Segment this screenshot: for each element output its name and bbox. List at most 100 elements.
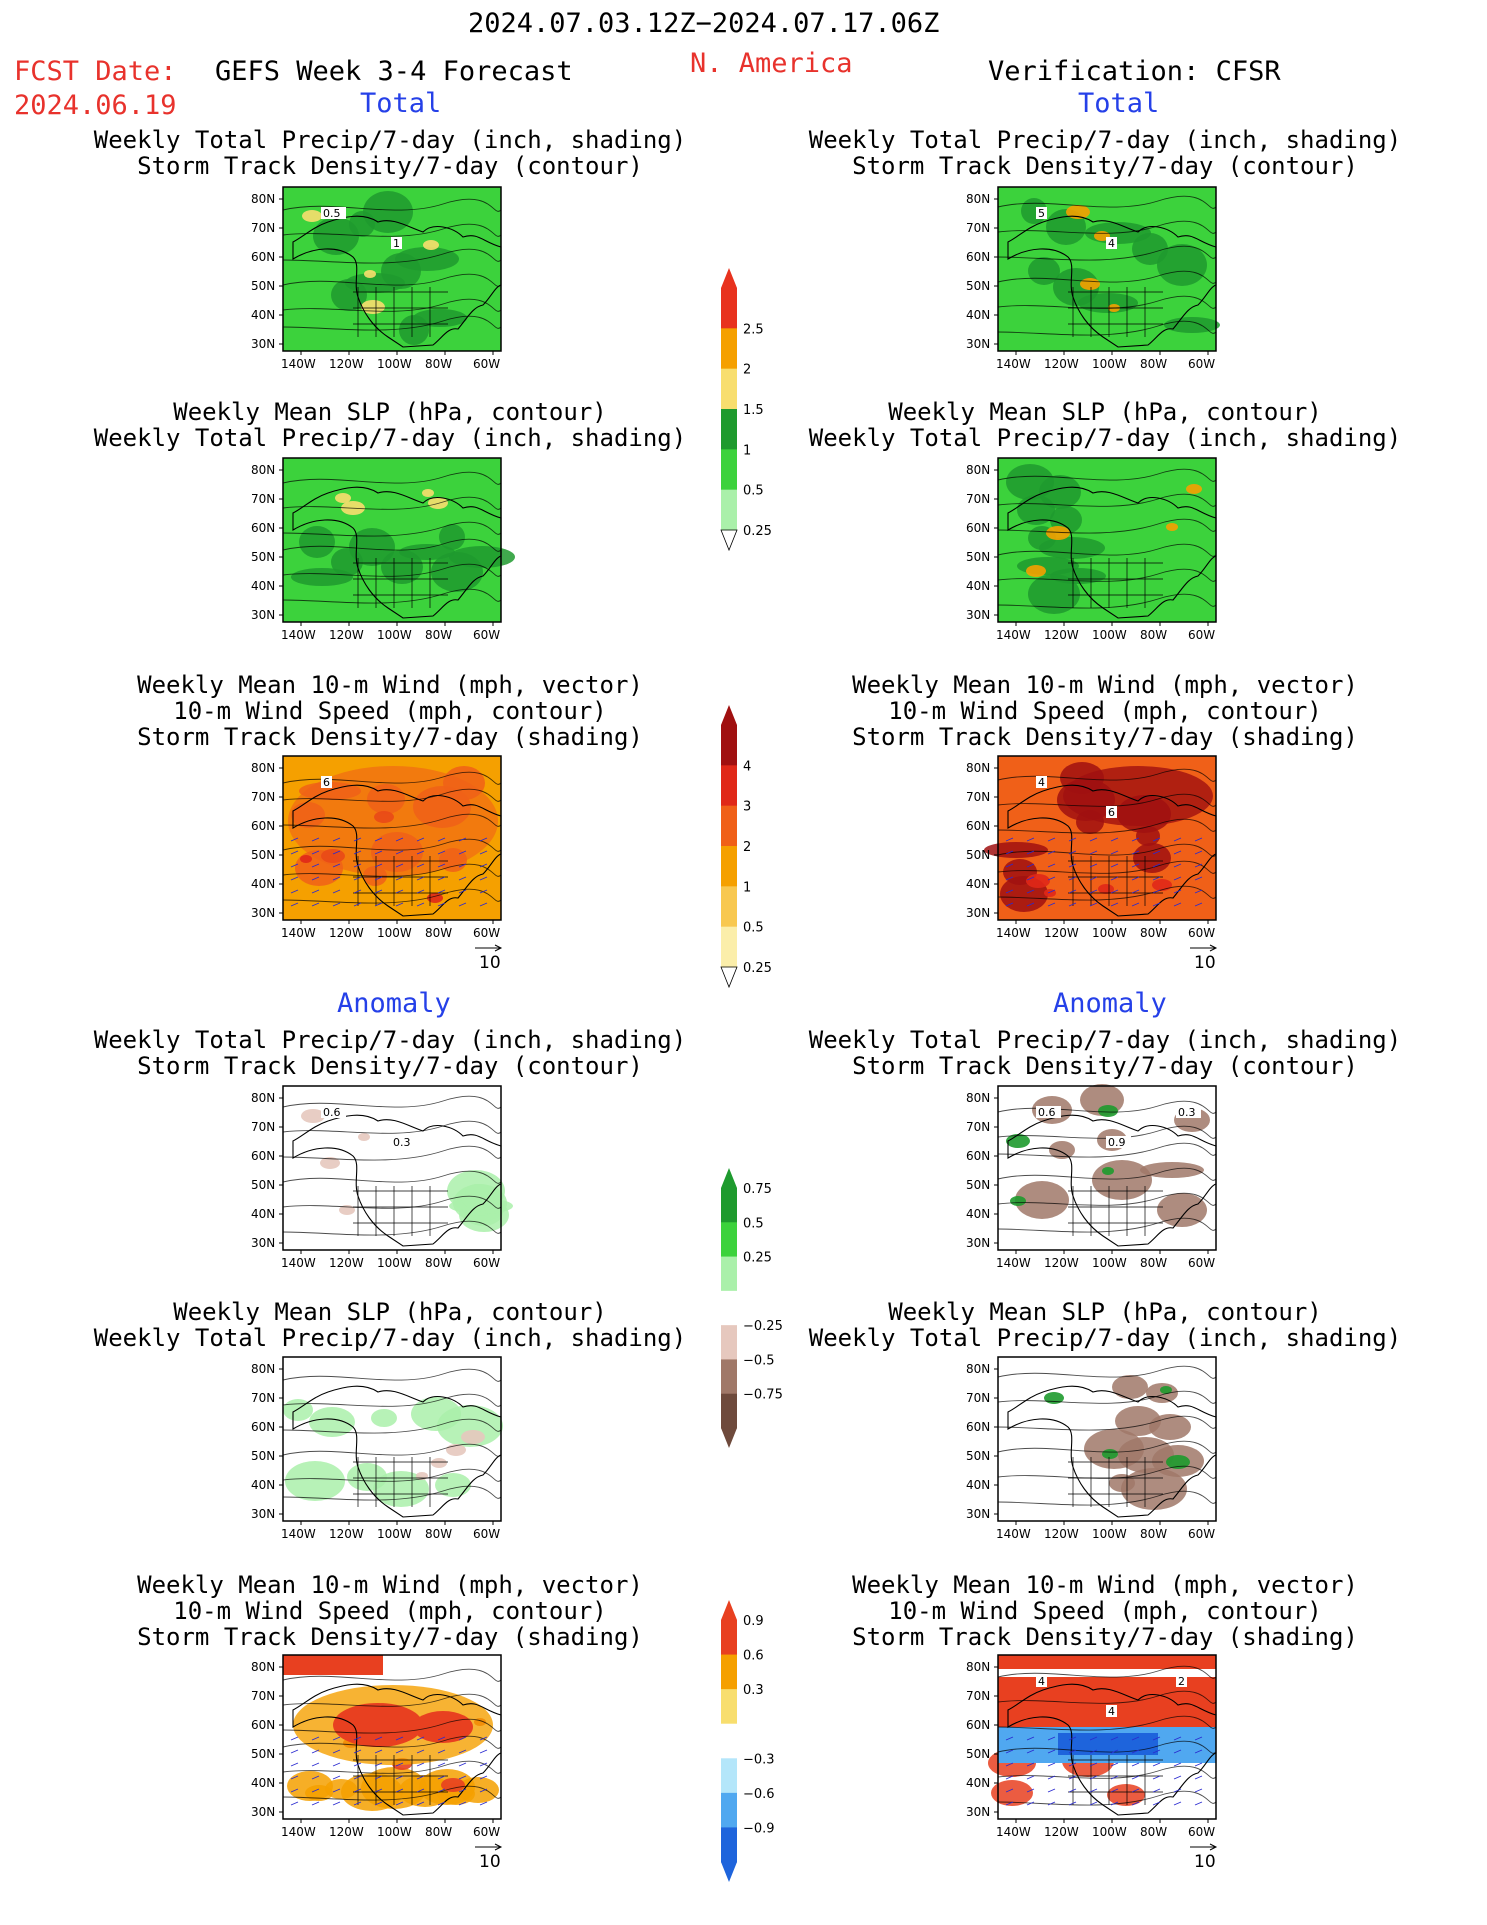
lat-label: 80N: [251, 1091, 275, 1105]
shade-band: [1063, 766, 1213, 826]
contour-line: [282, 1418, 502, 1434]
wind-vector: [311, 1762, 320, 1767]
lon-label: 60W: [1188, 1256, 1215, 1270]
wind-vector: [1194, 837, 1203, 842]
contour-label-bg: [1176, 1106, 1201, 1118]
wind-vector: [290, 1801, 299, 1806]
lat-label: 60N: [251, 819, 275, 833]
vector-ref-label: 10: [1194, 1852, 1216, 1872]
wind-vector: [1005, 902, 1014, 907]
wind-vector: [1152, 1788, 1161, 1793]
wind-vector: [416, 837, 425, 842]
lon-label: 100W: [1092, 1527, 1127, 1541]
wind-vector: [1005, 863, 1014, 868]
lat-label: 60N: [966, 1420, 990, 1434]
colorbar-segment: [721, 725, 737, 766]
wind-vector: [395, 1801, 404, 1806]
contour-line: [282, 1668, 502, 1682]
shade-accent: [1046, 526, 1070, 540]
shade-accent: [1006, 1134, 1030, 1148]
contour-line: [997, 1167, 1217, 1181]
wind-vector: [290, 1788, 299, 1793]
lon-label: 80W: [1140, 1256, 1167, 1270]
lat-label: 60N: [966, 819, 990, 833]
map-panel-r6l: 80N 70N 60N 50N 40N 30N 140W 120W 100W 80W 60W 10: [235, 1643, 555, 1897]
wind-vector: [1152, 1762, 1161, 1767]
wind-vector: [353, 1749, 362, 1754]
contour-line: [282, 315, 502, 331]
wind-vector: [1005, 1762, 1014, 1767]
colorbar-label: 2.5: [743, 322, 764, 337]
contour-line: [282, 838, 502, 852]
lon-label: 80W: [1140, 926, 1167, 940]
contour-line: [997, 245, 1217, 261]
contour-label-bg: [1176, 1675, 1187, 1687]
model-title: GEFS Week 3-4 Forecast: [215, 56, 573, 87]
lon-label: 120W: [1044, 357, 1079, 371]
lon-label: 80W: [425, 1825, 452, 1839]
region-title: N. America: [690, 48, 853, 79]
contour-line: [997, 270, 1217, 284]
lon-label: 120W: [1044, 628, 1079, 642]
colorbar-label: −0.9: [743, 1821, 775, 1836]
panel-title-r3l-line1: Weekly Mean 10-m Wind (mph, vector): [137, 671, 643, 699]
map-panel-r2l: 80N 70N 60N 50N 40N 30N 140W 120W 100W 80W 60W: [235, 446, 555, 665]
wind-vector: [1089, 889, 1098, 894]
wind-vector: [1173, 863, 1182, 868]
wind-vector: [479, 1762, 488, 1767]
wind-vector: [395, 1762, 404, 1767]
contour-line: [997, 1665, 1217, 1679]
wind-vector: [479, 1788, 488, 1793]
map-panel-r4l: 0.6 0.3 80N 70N 60N 50N 40N 30N 140W 120W 100W 80W 6…: [235, 1074, 555, 1293]
shade-blob: [1146, 1383, 1178, 1403]
wind-vector: [311, 1736, 320, 1741]
contour-line: [282, 1120, 502, 1134]
contour-line: [997, 518, 1217, 534]
shade-blob: [984, 842, 1048, 858]
colorbar-label: 4: [743, 759, 751, 774]
contour-line: [282, 813, 502, 829]
wind-vector: [1068, 1762, 1077, 1767]
wind-vector: [458, 902, 467, 907]
wind-vector: [1110, 876, 1119, 881]
lon-label: 140W: [281, 1527, 316, 1541]
lat-label: 50N: [251, 1178, 275, 1192]
panel-title-r4r-line2: Storm Track Density/7-day (contour): [852, 1052, 1358, 1080]
contour-line: [282, 471, 502, 485]
lon-label: 60W: [473, 628, 500, 642]
colorbar-storm_total: 4 3 2 1 0.5 0.25: [715, 705, 805, 1001]
lon-label: 140W: [996, 628, 1031, 642]
wind-vector: [437, 837, 446, 842]
shade-accent: [428, 497, 448, 509]
colorbar-precip_anom: 0.75 0.5 0.25 −0.25 −0.5 −0.75: [715, 1168, 805, 1462]
wind-vector: [353, 1736, 362, 1741]
map-svg-r5l: 80N 70N 60N 50N 40N 30N 140W 120W 100W 80W 60W: [251, 1356, 503, 1541]
shade-blob: [325, 1779, 357, 1799]
wind-vector: [416, 863, 425, 868]
lon-label: 60W: [1188, 1527, 1215, 1541]
wind-vector: [1005, 889, 1014, 894]
lon-label: 140W: [996, 1825, 1031, 1839]
panel-title-r4l-line1: Weekly Total Precip/7-day (inch, shading…: [93, 1026, 687, 1054]
shade-band: [1058, 1733, 1158, 1755]
lat-label: 40N: [251, 1478, 275, 1492]
lat-label: 40N: [251, 579, 275, 593]
contour-label-bg: [1036, 207, 1047, 219]
lat-label: 30N: [251, 1805, 275, 1819]
wind-vector: [1026, 876, 1035, 881]
contour-label: 6: [1108, 806, 1115, 819]
contour-label: 6: [323, 776, 330, 789]
contour-line: [282, 223, 502, 237]
lat-label: 60N: [251, 250, 275, 264]
shade-blob: [299, 526, 335, 558]
shade-blob: [347, 1463, 387, 1491]
colorbar-segment: [721, 1827, 737, 1863]
wind-vector: [437, 1788, 446, 1793]
lat-label: 40N: [966, 308, 990, 322]
shade-blob: [1015, 1181, 1069, 1219]
wind-vector: [437, 876, 446, 881]
colorbar-bottom-tip: [720, 529, 738, 552]
shade-blob: [309, 1407, 355, 1437]
wind-vector: [332, 850, 341, 855]
shade-accent: [1098, 884, 1114, 894]
